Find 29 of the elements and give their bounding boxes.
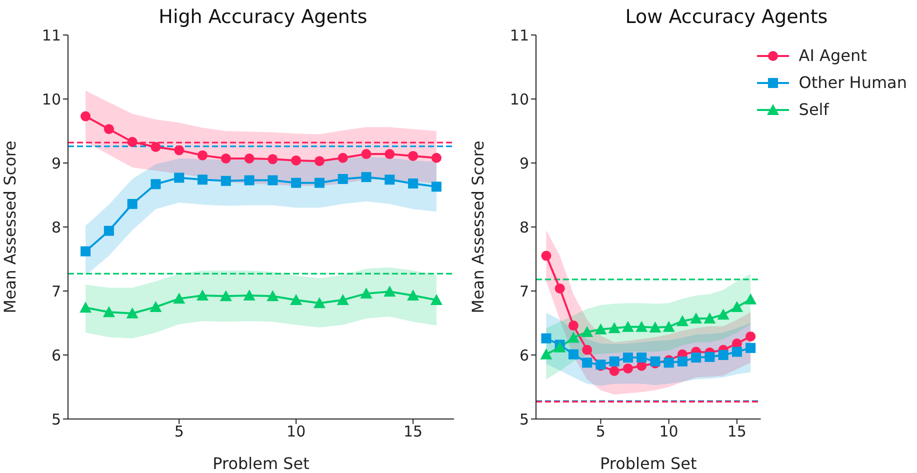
y-tick-label: 6 bbox=[51, 346, 61, 364]
x-tick-label: 10 bbox=[659, 422, 678, 441]
legend-label: AI Agent bbox=[798, 46, 867, 65]
y-axis-title: Mean Assessed Score bbox=[468, 140, 488, 314]
chart-title: Low Accuracy Agents bbox=[624, 6, 829, 28]
y-tick-label: 8 bbox=[51, 218, 61, 236]
x-axis-title: Problem Set bbox=[600, 454, 697, 473]
y-tick-label: 7 bbox=[519, 282, 529, 300]
x-tick-label: 15 bbox=[727, 422, 746, 441]
y-tick-label: 5 bbox=[51, 410, 61, 428]
y-tick-label: 7 bbox=[51, 282, 61, 300]
y-tick-label: 11 bbox=[42, 26, 61, 44]
y-tick-label: 9 bbox=[519, 154, 529, 172]
x-tick-label: 15 bbox=[404, 422, 423, 441]
y-tick-label: 5 bbox=[519, 410, 529, 428]
legend-label: Self bbox=[798, 100, 829, 119]
x-axis-title: Problem Set bbox=[212, 454, 310, 473]
y-tick-label: 8 bbox=[519, 218, 529, 236]
y-tick-label: 10 bbox=[510, 90, 529, 108]
y-tick-label: 11 bbox=[510, 26, 529, 44]
y-axis-title: Mean Assessed Score bbox=[0, 140, 20, 314]
chart-title: High Accuracy Agents bbox=[158, 6, 368, 28]
x-tick-label: 5 bbox=[596, 422, 606, 441]
legend-label: Other Human bbox=[798, 73, 907, 92]
y-tick-label: 10 bbox=[42, 90, 61, 108]
x-tick-label: 10 bbox=[286, 422, 306, 441]
y-tick-label: 9 bbox=[51, 154, 61, 172]
y-tick-label: 6 bbox=[519, 346, 529, 364]
x-tick-label: 5 bbox=[174, 422, 184, 441]
